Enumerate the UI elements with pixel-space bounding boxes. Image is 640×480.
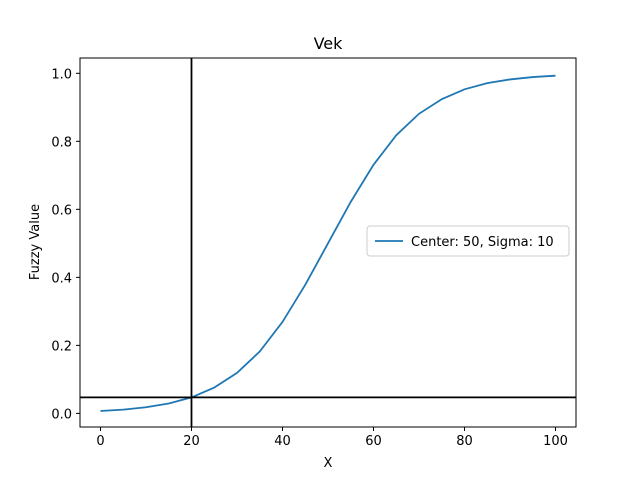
y-tick-label: 0.8 bbox=[51, 135, 72, 150]
x-tick-label: 0 bbox=[96, 434, 104, 449]
y-tick-label: 0.4 bbox=[51, 271, 72, 286]
legend-entry-label: Center: 50, Sigma: 10 bbox=[411, 235, 554, 250]
y-axis-label: Fuzzy Value bbox=[28, 204, 43, 280]
x-tick-label: 100 bbox=[543, 434, 568, 449]
series-line-0 bbox=[100, 74, 556, 412]
y-tick-label: 0.6 bbox=[51, 203, 72, 218]
legend-box bbox=[366, 225, 570, 257]
x-tick-label: 80 bbox=[456, 434, 473, 449]
chart-title: Vek bbox=[314, 34, 344, 53]
plot-area bbox=[79, 57, 577, 428]
y-tick-label: 1.0 bbox=[51, 67, 72, 82]
x-axis-label: X bbox=[324, 456, 333, 471]
x-tick-label: 60 bbox=[365, 434, 382, 449]
x-tick-label: 20 bbox=[183, 434, 200, 449]
legend: Center: 50, Sigma: 10 bbox=[366, 225, 570, 257]
x-tick-label: 40 bbox=[274, 434, 291, 449]
axis-ticks: 0 20 40 60 80 100 0.0 0.2 0.4 0.6 0.8 1.0 bbox=[51, 67, 568, 449]
y-tick-label: 0.2 bbox=[51, 339, 72, 354]
axes-frame bbox=[79, 57, 577, 428]
y-tick-label: 0.0 bbox=[51, 407, 72, 422]
